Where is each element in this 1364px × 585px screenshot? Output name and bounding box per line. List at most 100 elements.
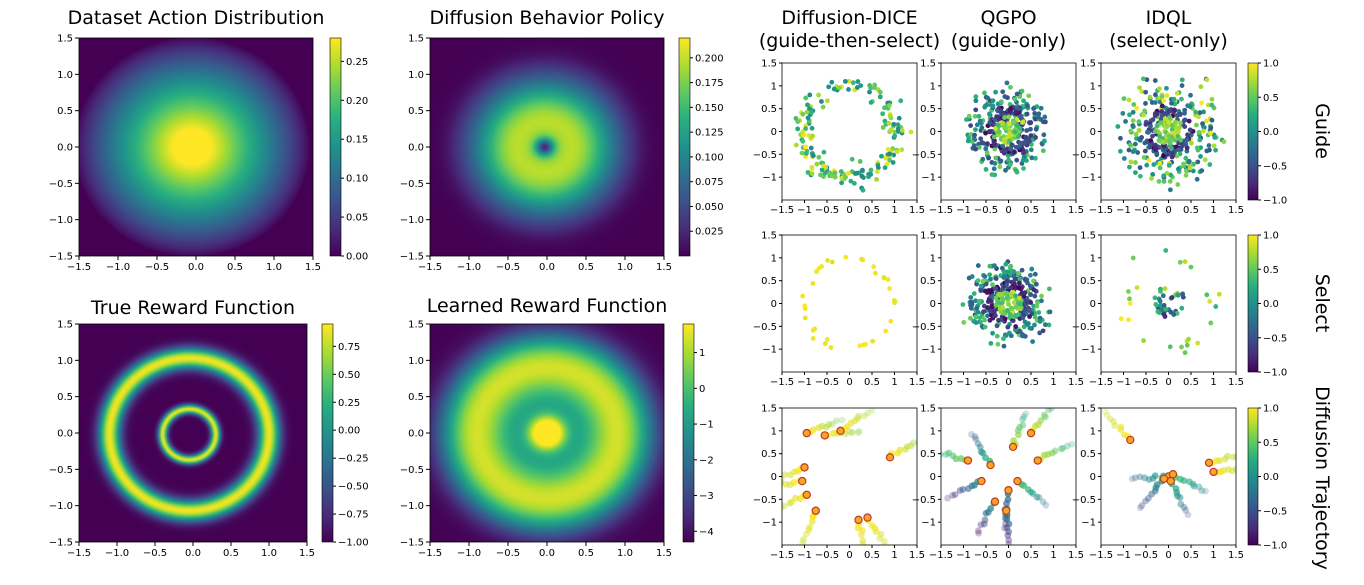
scatter-point (810, 327, 816, 333)
scatter-point (839, 180, 844, 186)
scatter-point (1126, 147, 1132, 153)
scatter-point (973, 127, 978, 133)
scatter-point (1042, 114, 1048, 120)
y-tick-label: 1 (930, 426, 936, 437)
scatter-point (981, 309, 987, 315)
y-tick-label: 0.5 (761, 449, 777, 460)
scatter-point (1152, 295, 1158, 301)
scatter-point (973, 320, 979, 325)
scatter-point (1025, 103, 1030, 109)
scatter-point (986, 155, 991, 161)
x-tick-label: 0.5 (227, 262, 243, 273)
scatter-panel-guide-2: −1.5 −1 −0.5 0 0.5 1 1.51.510.50−0.5−1 (1072, 59, 1244, 217)
scatter-point (993, 126, 998, 131)
scatter-point (793, 142, 799, 148)
scatter-point (1005, 134, 1011, 140)
scatter-point (826, 84, 832, 90)
scatter-point (838, 169, 844, 174)
scatter-panel-select-0: −1.5 −1 −0.5 0 0.5 1 1.51.510.50−0.5−1 (753, 231, 925, 389)
y-tick-label: −0.5 (912, 322, 936, 333)
x-tick-label: −0.5 (974, 377, 998, 388)
scatter-point (1172, 120, 1178, 125)
colorbar-tick-label: 0.00 (346, 252, 368, 263)
colorbar-tick-label: 1.0 (1263, 404, 1279, 415)
scatter-point (1010, 142, 1015, 148)
x-tick-label: −0.5 (1134, 205, 1158, 216)
scatter-point (1163, 306, 1168, 312)
scatter-point (1167, 179, 1173, 184)
scatter-point (1002, 139, 1008, 145)
scatter-point (1008, 146, 1014, 152)
scatter-point (1014, 169, 1020, 175)
scatter-point (870, 338, 875, 344)
scatter-point (1032, 293, 1038, 299)
scatter-point (1013, 293, 1019, 299)
scatter-point (972, 113, 978, 119)
scatter-point (832, 170, 837, 176)
scatter-point (1141, 112, 1147, 118)
colorbar-tick-label: −0.75 (338, 510, 369, 521)
scatter-point (975, 263, 981, 268)
scatter-point (997, 164, 1003, 170)
scatter-point (1141, 338, 1146, 343)
y-tick-label: −0.5 (400, 465, 424, 476)
trajectory-point (944, 494, 951, 502)
scatter-point (1118, 135, 1123, 141)
scatter-point (978, 283, 984, 289)
scatter-point (1187, 127, 1193, 133)
scatter-point (1019, 267, 1025, 273)
x-tick-label: 0 (1005, 550, 1011, 561)
scatter-point (1037, 330, 1043, 336)
trajectory-endpoint (1008, 442, 1018, 452)
scatter-point (805, 102, 810, 108)
scatter-points (964, 80, 1048, 178)
scatter-panel-trajectory-1: −1.5 −1 −0.5 0 0.5 1 1.51.510.50−0.5−1 (912, 404, 1084, 562)
scatter-point (875, 165, 881, 171)
y-tick-label: 0 (771, 127, 777, 138)
x-tick-label: 0.5 (864, 550, 880, 561)
trajectory-point (1177, 500, 1185, 508)
colorbar-tick-label: 0.075 (695, 177, 724, 188)
scatter-point (995, 341, 1001, 347)
x-tick-label: −1 (1116, 205, 1131, 216)
y-tick-label: 1.5 (57, 34, 73, 45)
y-tick-label: 1.5 (761, 404, 777, 415)
scatter-point (1166, 162, 1172, 168)
scatter-point (1005, 95, 1010, 101)
scatter-point (1013, 304, 1019, 310)
scatter-point (1168, 116, 1173, 122)
scatter-point (1020, 315, 1026, 321)
scatter-point (1014, 157, 1020, 163)
scatter-point (1179, 305, 1185, 311)
scatter-point (1019, 333, 1025, 339)
scatter-point (1161, 312, 1167, 317)
scatter-point (857, 343, 863, 349)
scatter-point (1204, 77, 1210, 83)
scatter-point (1169, 150, 1175, 156)
scatter-point (1132, 141, 1138, 147)
y-tick-label: −1 (921, 173, 936, 184)
scatter-point (1137, 173, 1143, 179)
scatter-point (1000, 297, 1006, 303)
scatter-point (1147, 142, 1153, 148)
x-tick-label: 0.0 (185, 548, 201, 559)
scatter-point (1004, 80, 1010, 86)
scatter-points (960, 259, 1053, 349)
x-tick-label: −1.5 (418, 262, 442, 273)
scatter-point (1000, 89, 1006, 95)
scatter-point (814, 161, 820, 167)
colorbar-tick-label: −0.5 (1263, 506, 1287, 517)
x-tick-label: 0.0 (539, 548, 555, 559)
scatter-point (983, 167, 989, 172)
scatter-point (992, 313, 998, 319)
y-tick-label: 1.5 (761, 231, 777, 242)
y-tick-label: 0.5 (761, 104, 777, 115)
trajectory-point (1039, 498, 1047, 506)
scatter-point (803, 95, 809, 101)
scatter-point (810, 153, 816, 159)
scatter-panel-trajectory-0: −1.5 −1 −0.5 0 0.5 1 1.51.510.50−0.5−1 (753, 404, 925, 562)
trajectory-point (767, 483, 774, 490)
y-tick-label: 1 (930, 81, 936, 92)
scatter-point (821, 163, 827, 169)
colorbar-tick-label: 0 (699, 384, 705, 395)
